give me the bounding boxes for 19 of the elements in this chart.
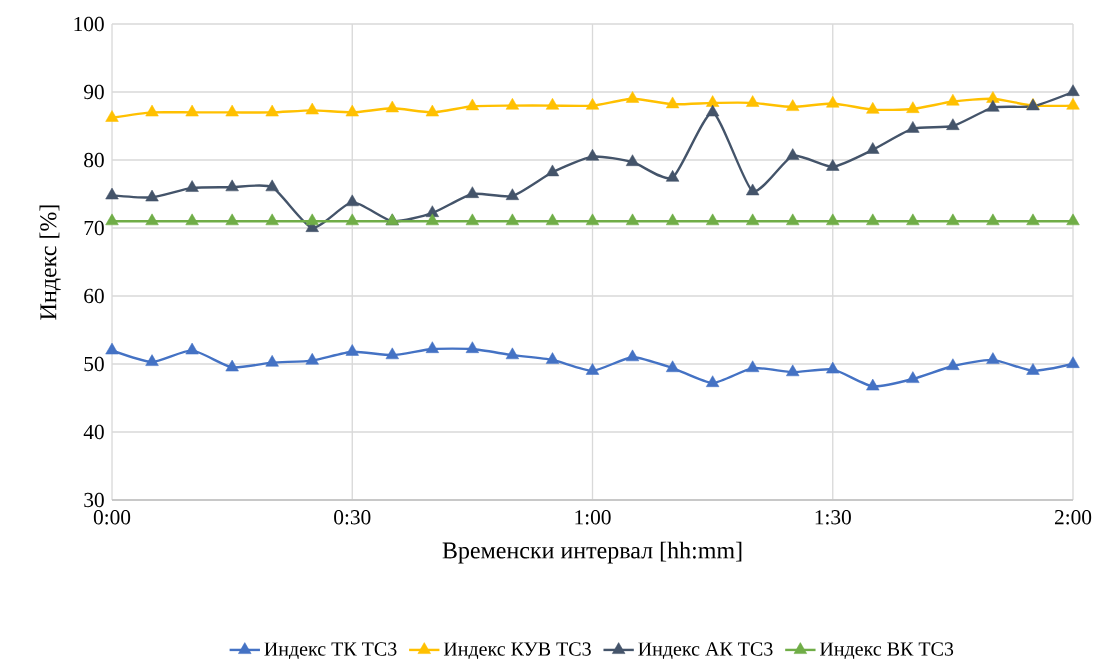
legend-label: Индекс АК ТС3 [638,642,773,659]
x-tick-label: 2:00 [1054,510,1092,525]
legend-label: Индекс ТК ТС3 [264,642,397,659]
y-tick-label: 100 [74,16,104,32]
y-tick-label: 40 [83,424,104,440]
x-axis-title: Временски интервал [hh:mm] [442,541,742,564]
y-tick-label: 30 [84,492,104,508]
y-tick-label: 70 [84,220,104,236]
y-axis-title: Индекс [%] [39,205,61,320]
x-tick-label: 0:30 [334,510,371,525]
y-tick-label: 90 [83,84,104,100]
x-tick-label: 1:30 [815,510,851,525]
x-tick-label: 1:00 [575,510,611,525]
y-tick-label: 50 [84,356,104,372]
legend-label: Индекс КУВ ТС3 [443,642,591,659]
y-tick-label: 60 [84,288,104,304]
y-tick-label: 80 [84,152,104,168]
legend-label: Индекс ВК ТС3 [819,642,954,659]
x-tick-label: 0:00 [93,510,131,525]
